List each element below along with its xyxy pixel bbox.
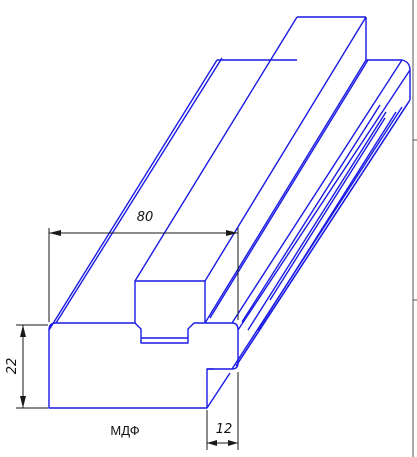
dimension-width-label: 12 [216, 422, 233, 437]
top-rail [134, 16, 369, 324]
left-extrusion-edges [48, 57, 297, 331]
dimension-length-label: 80 [137, 210, 154, 225]
dimension-height: 22 [5, 324, 48, 409]
dimension-height-label: 22 [5, 358, 20, 375]
dimension-length: 80 [48, 210, 239, 322]
dimension-width: 12 [206, 372, 239, 450]
right-extrusion-edges [206, 59, 411, 409]
sheet-frame [412, 0, 417, 457]
material-label: МДФ [110, 423, 139, 438]
front-profile-outline [48, 322, 239, 409]
